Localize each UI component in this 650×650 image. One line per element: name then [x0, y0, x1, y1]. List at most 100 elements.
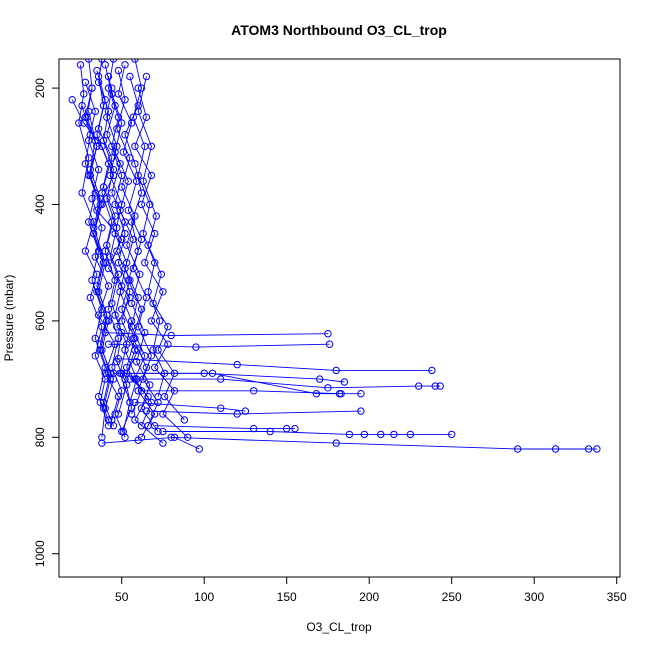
- data-point: [94, 311, 103, 319]
- profile-line: [138, 390, 361, 395]
- data-point: [131, 212, 139, 220]
- data-point: [551, 445, 560, 453]
- profile-line: [104, 64, 152, 426]
- data-point: [324, 384, 332, 392]
- data-point: [85, 107, 93, 116]
- data-point: [111, 311, 119, 319]
- data-point: [99, 101, 108, 110]
- data-point: [121, 433, 129, 441]
- data-point: [118, 387, 126, 395]
- profile-line: [84, 82, 119, 421]
- data-point: [164, 340, 172, 348]
- data-point: [152, 212, 161, 220]
- data-point: [167, 331, 175, 340]
- data-point: [116, 160, 124, 168]
- data-point: [208, 369, 217, 377]
- data-point: [111, 212, 119, 220]
- data-point: [94, 392, 103, 401]
- data-point: [217, 375, 225, 383]
- data-point: [81, 247, 90, 255]
- profile-series: [131, 398, 250, 415]
- data-point: [126, 276, 134, 284]
- data-point: [514, 445, 522, 453]
- data-point: [78, 101, 86, 110]
- data-point: [159, 410, 167, 418]
- data-point: [126, 154, 134, 162]
- data-point: [103, 317, 111, 325]
- profile-line: [106, 76, 143, 415]
- data-point: [142, 113, 151, 121]
- data-point: [121, 346, 129, 354]
- data-point: [217, 404, 225, 412]
- data-point: [127, 410, 136, 418]
- data-point: [147, 317, 156, 325]
- data-point: [86, 293, 95, 302]
- data-point: [159, 427, 167, 436]
- data-point: [91, 352, 100, 360]
- x-tick-label: 350: [607, 590, 627, 604]
- profile-line: [108, 59, 136, 432]
- x-tick-label: 100: [194, 590, 214, 604]
- profile-series: [131, 84, 192, 441]
- data-point: [324, 330, 332, 338]
- data-point: [113, 142, 121, 151]
- data-point: [108, 189, 116, 197]
- data-point: [114, 66, 123, 75]
- data-point: [104, 416, 113, 424]
- data-point: [123, 241, 131, 249]
- data-point: [109, 165, 118, 174]
- data-point: [139, 229, 147, 238]
- data-point: [436, 382, 444, 390]
- data-point: [192, 343, 200, 351]
- data-point: [113, 125, 121, 133]
- data-point: [431, 382, 439, 390]
- data-point: [75, 119, 83, 127]
- data-point: [104, 160, 113, 168]
- data-point: [80, 90, 88, 98]
- data-point: [129, 235, 138, 244]
- profile-series: [78, 101, 113, 424]
- data-point: [340, 378, 349, 386]
- data-point: [101, 328, 109, 337]
- data-point: [91, 334, 100, 343]
- data-point: [108, 142, 116, 151]
- data-point: [390, 430, 398, 439]
- profile-line: [113, 372, 340, 395]
- data-point: [104, 340, 113, 348]
- x-axis-label: O3_CL_trop: [306, 620, 372, 634]
- data-point: [104, 72, 113, 81]
- data-point: [147, 171, 156, 180]
- profile-series: [104, 340, 334, 351]
- data-point: [121, 96, 129, 104]
- profile-line: [129, 378, 441, 389]
- data-point: [127, 317, 136, 325]
- data-point: [154, 427, 162, 436]
- data-point: [134, 293, 142, 302]
- data-point: [96, 340, 105, 348]
- data-point: [113, 247, 121, 255]
- data-point: [99, 398, 108, 407]
- data-point: [103, 311, 111, 319]
- data-point: [134, 101, 142, 110]
- data-point: [114, 334, 123, 343]
- data-point: [170, 433, 179, 441]
- data-point: [88, 84, 96, 92]
- data-point: [124, 177, 133, 185]
- data-point: [160, 392, 169, 401]
- data-point: [146, 200, 154, 209]
- profile-line: [134, 87, 189, 438]
- data-point: [118, 183, 126, 191]
- data-point: [90, 218, 98, 226]
- y-axis: 200 400 600 800 1000: [33, 78, 59, 567]
- data-point: [134, 247, 142, 255]
- data-point: [357, 390, 365, 398]
- data-point: [111, 410, 119, 418]
- profile-line: [118, 358, 432, 371]
- data-point: [159, 288, 167, 296]
- data-point: [103, 131, 111, 139]
- data-point: [123, 363, 131, 372]
- data-point: [141, 328, 149, 337]
- data-point: [99, 404, 108, 412]
- profile-series: [109, 369, 344, 398]
- data-point: [93, 282, 101, 290]
